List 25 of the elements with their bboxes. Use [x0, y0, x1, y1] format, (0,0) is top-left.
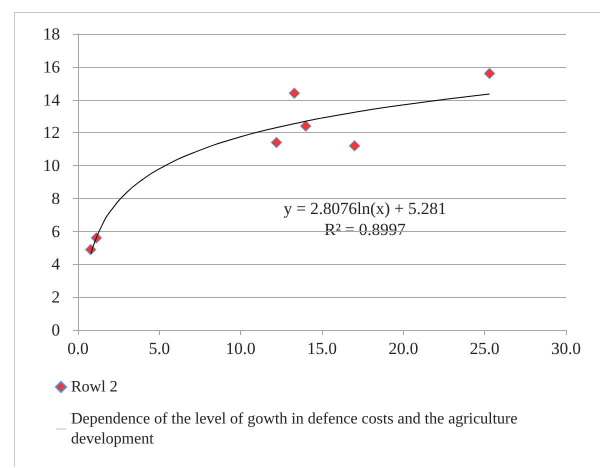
x-tick-label: 10.0: [226, 339, 256, 358]
x-tick-label: 20.0: [388, 339, 418, 358]
y-tick-label: 18: [43, 24, 60, 44]
y-tick-label: 6: [52, 222, 60, 241]
y-tick-label: 14: [43, 90, 60, 110]
x-tick-label: 5.0: [148, 339, 170, 358]
y-tick-label: 16: [43, 57, 60, 76]
legend-label: Rowl 2: [71, 378, 118, 396]
x-tick-label: 15.0: [307, 339, 337, 358]
legend-label: Dependence of the level of gowth in defence costs and the agriculture development: [71, 410, 522, 448]
point: [270, 137, 282, 148]
point: [484, 68, 496, 79]
y-tick-label: 8: [52, 188, 60, 208]
x-tick-label: 30.0: [551, 339, 581, 358]
point: [288, 88, 300, 99]
y-tick-label: 10: [43, 156, 60, 176]
y-tick-label: 0: [52, 320, 60, 340]
y-tick-label: 12: [43, 123, 60, 142]
x-tick-label: 25.0: [470, 339, 500, 358]
point: [300, 120, 312, 132]
annotation: y = 2.8076ln(x) + 5.281: [284, 199, 446, 218]
y-tick-label: 2: [52, 288, 60, 307]
point: [349, 140, 360, 152]
x-tick-label: 0.0: [67, 339, 89, 358]
y-tick-label: 4: [52, 254, 60, 274]
